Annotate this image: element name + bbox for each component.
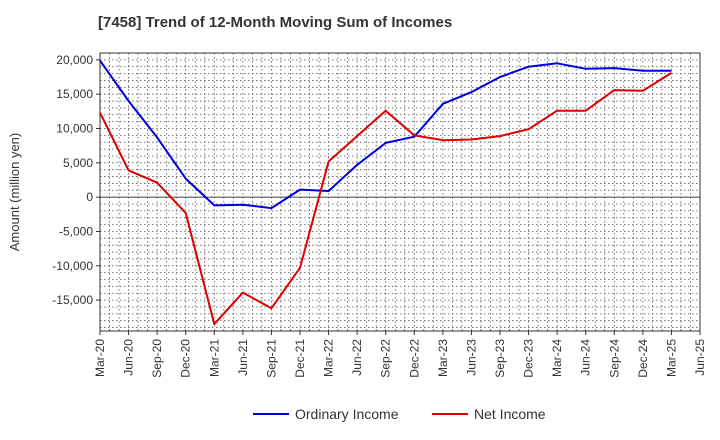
y-tick-label: 5,000 [63, 156, 93, 170]
x-tick-label: Mar-20 [93, 339, 107, 377]
y-tick-label: 0 [86, 190, 93, 204]
x-tick-label: Sep-21 [264, 339, 278, 378]
x-axis: Mar-20 Jun-20 Sep-20 Dec-20 Mar-21 Jun-21 Sep-… [93, 331, 707, 378]
chart-title: [7458] Trend of 12-Month Moving Sum of I… [98, 14, 453, 31]
y-tick-label: 10,000 [56, 122, 93, 136]
x-tick-label: Mar-25 [664, 339, 678, 377]
x-tick-label: Dec-22 [407, 339, 421, 378]
x-tick-label: Sep-23 [493, 339, 507, 378]
x-tick-label: Jun-25 [693, 339, 707, 376]
series-group [99, 60, 672, 326]
x-tick-label: Sep-20 [150, 339, 164, 378]
y-tick-label: 20,000 [56, 53, 93, 67]
x-tick-label: Dec-20 [179, 339, 193, 378]
x-tick-label: Dec-21 [293, 339, 307, 378]
series-line-ordinary-income [99, 60, 672, 210]
x-tick-label: Dec-23 [522, 339, 536, 378]
x-tick-label: Mar-21 [207, 339, 221, 377]
y-axis: 20,000 15,000 10,000 5,000 0 -5,000 -10,000 -15… [52, 53, 100, 307]
y-tick-label: 15,000 [56, 87, 93, 101]
x-tick-label: Jun-21 [236, 339, 250, 376]
grid-lines [99, 52, 701, 331]
plot-area [100, 53, 700, 331]
legend: Ordinary Income Net Income [253, 406, 546, 422]
y-tick-label: -5,000 [59, 224, 93, 238]
y-axis-label: Amount (million yen) [7, 133, 22, 252]
x-tick-label: Jun-23 [464, 339, 478, 376]
x-tick-label: Dec-24 [636, 339, 650, 378]
y-tick-label: -15,000 [52, 293, 93, 307]
x-tick-label: Sep-22 [379, 339, 393, 378]
x-tick-label: Mar-22 [322, 339, 336, 377]
legend-label: Ordinary Income [295, 406, 399, 422]
x-tick-label: Mar-24 [550, 339, 564, 377]
y-tick-label: -10,000 [52, 259, 93, 273]
legend-label: Net Income [474, 406, 546, 422]
x-tick-label: Jun-22 [350, 339, 364, 376]
plot-border [99, 52, 701, 332]
x-tick-label: Sep-24 [607, 339, 621, 378]
legend-item: Net Income [432, 406, 546, 422]
series-line-net-income [99, 72, 672, 326]
legend-item: Ordinary Income [253, 406, 399, 422]
x-tick-label: Mar-23 [436, 339, 450, 377]
x-tick-label: Jun-24 [579, 339, 593, 376]
x-tick-label: Jun-20 [122, 339, 136, 376]
